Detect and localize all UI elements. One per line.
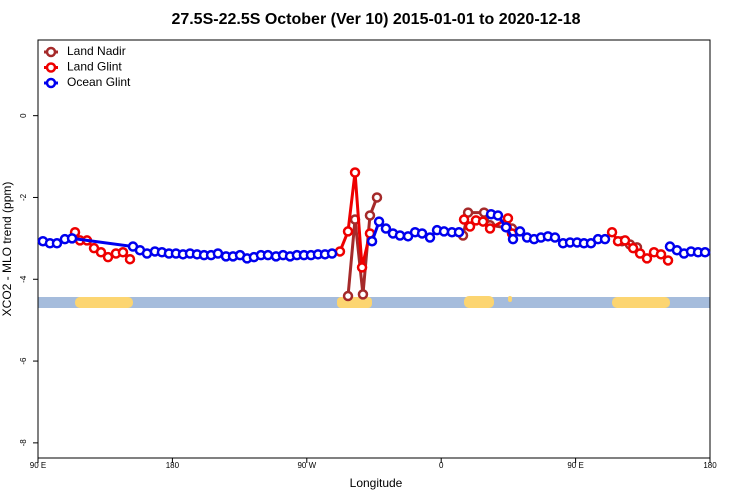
data-point [342,290,354,302]
data-point [357,289,369,300]
y-tick-label: 0 [19,113,28,118]
data-point [502,213,514,224]
data-point [366,235,378,247]
y-tick-label: -6 [19,357,28,365]
data-point [66,233,78,244]
legend-label: Land Glint [67,60,122,74]
data-point [619,235,631,246]
data-point [662,255,674,266]
data-point [371,192,383,203]
data-point [380,223,392,234]
x-tick-label: 180 [703,461,717,470]
x-tick-label: 0 [439,461,444,470]
data-point [51,238,63,249]
data-point [549,232,561,243]
data-point [655,249,667,260]
y-axis-label: XCO2 - MLO trend (ppm) [0,182,14,317]
land-patch [464,296,494,308]
data-point [500,222,512,233]
legend-marker [45,46,57,58]
x-tick-label: 90 W [297,461,316,470]
chart-title: 27.5S-22.5S October (Ver 10) 2015-01-01 … [171,11,580,28]
legend-label: Land Nadir [67,44,126,58]
land-patch [508,296,512,302]
data-point [95,247,107,258]
legend-label: Ocean Glint [67,75,131,89]
data-point [349,167,361,178]
data-point [627,242,639,254]
data-point [364,210,376,221]
data-point [373,216,385,227]
data-point [424,232,436,243]
data-point [102,251,114,263]
data-point [416,228,428,239]
data-point [514,226,526,237]
data-point [356,262,368,273]
y-tick-label: -8 [19,439,28,447]
data-point [492,210,504,221]
data-point [117,247,129,258]
data-point [634,248,646,259]
x-tick-label: 90 E [567,461,583,470]
data-point [641,253,653,264]
data-point [484,223,496,234]
land-patch [75,297,133,308]
land-mask [38,296,710,308]
data-point [124,253,136,265]
data-point [212,248,224,259]
data-point [262,249,274,261]
legend-marker [45,77,57,89]
data-point [477,216,489,227]
data-point [599,233,611,245]
y-tick-label: -4 [19,275,28,283]
plot-frame [37,39,711,459]
data-point [458,214,470,225]
x-tick-label: 90 E [30,461,46,470]
data-point [507,233,519,245]
y-tick-label: -2 [19,193,28,201]
data-point [342,226,354,237]
x-axis-label: Longitude [350,476,403,490]
data-point [326,248,338,259]
data-point [699,247,711,258]
data-point [606,226,618,238]
land-patch [337,297,372,308]
data-point [464,221,476,232]
data-point [453,226,465,238]
data-point [394,230,406,241]
ocean-band [38,297,710,308]
land-patch [612,297,670,308]
x-tick-label: 180 [166,461,180,470]
legend-marker [45,62,57,73]
